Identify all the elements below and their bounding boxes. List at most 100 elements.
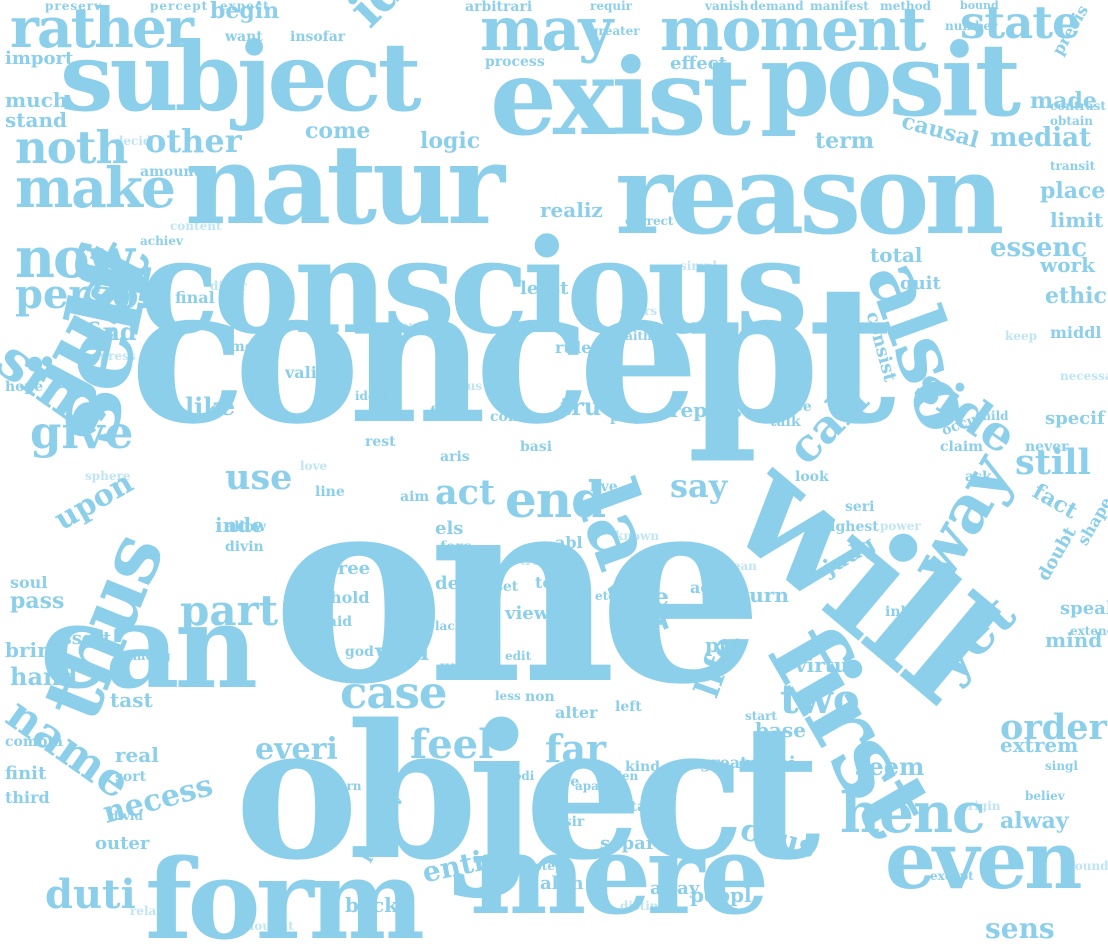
cloud-word: duti (45, 871, 136, 918)
cloud-word: put (705, 633, 743, 657)
cloud-word: hand (10, 662, 78, 691)
cloud-word: combin (5, 734, 63, 750)
cloud-word: effect (670, 53, 727, 74)
cloud-word: base (755, 718, 806, 742)
cloud-word: express (85, 349, 136, 363)
cloud-word: essenc (990, 233, 1088, 263)
cloud-word: among (125, 649, 171, 663)
cloud-word: number (945, 19, 998, 33)
cloud-word: everi (255, 732, 338, 767)
cloud-word: apart (575, 779, 611, 793)
cloud-word: percept (150, 0, 209, 13)
cloud-word: except (930, 869, 974, 883)
cloud-word: inher (885, 604, 927, 620)
cloud-word: highest (820, 519, 879, 535)
cloud-word: said (320, 614, 353, 630)
cloud-word: exclus (440, 379, 483, 393)
cloud-word: mode (230, 339, 273, 355)
cloud-word: give (30, 406, 134, 459)
cloud-word: bodi (505, 769, 535, 783)
cloud-word: con (490, 409, 519, 425)
cloud-word: amount (140, 164, 201, 180)
cloud-word: term (815, 128, 875, 154)
cloud-word: act (435, 472, 496, 513)
cloud-word: thought (240, 919, 294, 933)
cloud-word: least (520, 278, 569, 299)
cloud-word: bound (960, 0, 999, 12)
cloud-word: alter (555, 703, 598, 722)
cloud-word: sure (545, 774, 580, 790)
cloud-word: mind (1045, 628, 1103, 652)
cloud-word: case (340, 666, 448, 719)
cloud-word: say (670, 467, 728, 505)
cloud-word: begin (210, 0, 280, 24)
cloud-word: els (435, 518, 464, 539)
cloud-word: test (535, 573, 569, 592)
cloud-word: separ (600, 833, 656, 854)
cloud-word: fall (430, 404, 456, 420)
cloud-word: inde (215, 513, 264, 537)
cloud-word: extend (1070, 624, 1108, 638)
cloud-word: state (960, 0, 1081, 49)
cloud-word: sphere (85, 469, 131, 483)
cloud-word: much (5, 88, 68, 112)
cloud-word: finit (5, 763, 47, 784)
cloud-word: etc (595, 589, 616, 603)
cloud-word: ideal (355, 389, 388, 403)
cloud-word: three (770, 399, 812, 415)
cloud-word: kind (625, 759, 660, 775)
cloud-word: rather (10, 0, 194, 60)
cloud-word: total (870, 243, 923, 267)
cloud-word: live (590, 479, 618, 495)
cloud-word: faith (620, 329, 652, 343)
cloud-word: manifest (810, 0, 869, 13)
cloud-word: claim (940, 439, 984, 455)
cloud-word: talk (770, 414, 801, 430)
cloud-word: doubt (1033, 523, 1081, 585)
cloud-word: real (115, 743, 159, 767)
cloud-word: third (5, 788, 50, 807)
cloud-word: greater (590, 24, 640, 38)
cloud-word: valid (285, 363, 329, 382)
cloud-word: arbitrari (465, 0, 533, 15)
cloud-word: origin (960, 799, 1001, 813)
cloud-word: come (305, 118, 371, 144)
cloud-word: less (495, 689, 521, 703)
cloud-word: order (1000, 707, 1107, 748)
cloud-word: mean (720, 559, 757, 573)
cloud-word: virtu (795, 653, 849, 677)
cloud-word: subject (60, 22, 422, 133)
cloud-word: tast (110, 688, 153, 712)
cloud-word: realiz (540, 198, 603, 222)
cloud-word: henc (840, 780, 985, 845)
cloud-word: great (700, 753, 748, 772)
cloud-word: god (345, 644, 374, 660)
cloud-word: noth (15, 121, 128, 174)
cloud-word: quit (900, 273, 941, 294)
cloud-word: aris (440, 449, 470, 465)
cloud-word: forc (440, 539, 472, 555)
cloud-word: place (1040, 178, 1106, 204)
cloud-word: conscious (140, 210, 809, 363)
cloud-word: mani (745, 753, 796, 774)
cloud-word: work (1040, 253, 1095, 277)
cloud-word: natur (185, 120, 505, 249)
cloud-word: divid (110, 809, 143, 823)
cloud-word: posit (760, 21, 1021, 139)
cloud-word: start (745, 709, 777, 723)
cloud-word: true (520, 554, 549, 568)
cloud-word: rule (555, 338, 592, 357)
cloud-word: hope (5, 379, 44, 395)
cloud-word: stand (5, 108, 67, 132)
cloud-word: view (505, 603, 550, 624)
cloud-word: two (780, 676, 860, 723)
cloud-word: look (795, 469, 829, 485)
cloud-word: singl (1045, 759, 1078, 773)
cloud-word: requir (590, 0, 632, 13)
cloud-word: still (1015, 442, 1091, 483)
cloud-word: achiev (140, 234, 183, 248)
cloud-word: attain (615, 799, 662, 815)
cloud-word: differ (210, 279, 247, 293)
cloud-word: can (40, 580, 258, 715)
cloud-word: aim (400, 489, 430, 505)
